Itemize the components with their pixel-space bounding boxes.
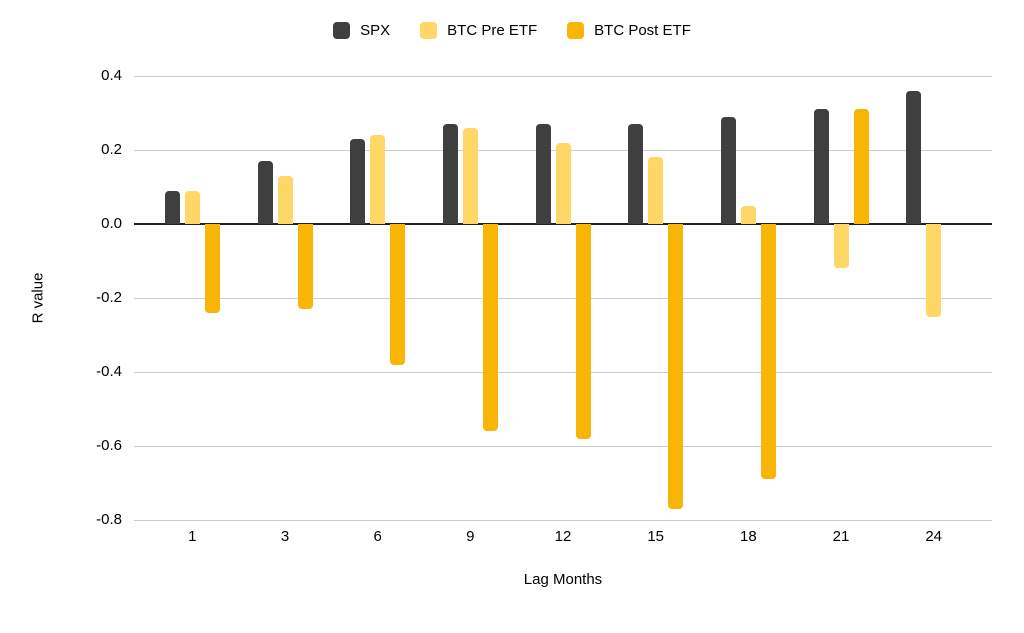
plot-area [134,76,992,521]
x-tick-label: 1 [188,528,197,545]
chart-legend: SPX BTC Pre ETF BTC Post ETF [0,22,1024,39]
y-tick-label: 0.2 [101,141,122,158]
bar-spx-lag-9 [442,124,458,224]
x-axis-title: Lag Months [523,571,603,588]
gridline [134,520,992,521]
bar-spx-lag-24 [906,90,922,224]
bar-spx-lag-21 [813,109,829,224]
bar-btc-post-etf-lag-9 [482,224,498,432]
bar-btc-post-etf-lag-21 [853,109,869,224]
bar-spx-lag-3 [257,161,273,224]
gridline [134,372,992,373]
bar-btc-pre-etf-lag-9 [462,127,478,224]
bar-spx-lag-6 [350,138,366,224]
y-tick-label: 0.4 [101,67,122,84]
bar-spx-lag-15 [628,124,644,224]
x-tick-label: 15 [647,528,664,545]
bar-btc-post-etf-lag-1 [204,224,220,313]
legend-item-btc-pre-etf: BTC Pre ETF [420,22,537,39]
gridline [134,298,992,299]
x-tick-label: 9 [466,528,475,545]
gridline [134,76,992,77]
bar-spx-lag-12 [535,124,551,224]
bar-btc-post-etf-lag-12 [575,224,591,439]
bar-btc-post-etf-lag-15 [668,224,684,509]
x-tick-label: 21 [832,528,850,545]
legend-item-btc-post-etf: BTC Post ETF [567,22,691,39]
bar-spx-lag-18 [720,116,736,224]
bar-spx-lag-1 [164,190,180,224]
legend-swatch-icon [420,22,438,39]
bar-btc-post-etf-lag-18 [760,224,776,480]
bar-btc-pre-etf-lag-3 [277,175,293,224]
zero-axis-line [134,223,992,225]
y-tick-label: -0.6 [96,437,122,454]
y-tick-label: -0.4 [96,363,122,380]
x-tick-label: 24 [925,528,942,545]
legend-label: BTC Pre ETF [447,22,538,39]
legend-swatch-icon [567,22,585,39]
legend-label: SPX [360,22,391,39]
x-tick-label: 6 [373,528,382,545]
gridline [134,446,992,447]
legend-label: BTC Post ETF [594,22,691,39]
y-axis-title: R value [29,272,47,324]
bar-btc-pre-etf-lag-24 [926,224,942,317]
bar-btc-post-etf-lag-3 [297,224,313,310]
bar-btc-pre-etf-lag-15 [648,157,664,224]
bar-btc-pre-etf-lag-6 [370,135,386,224]
bar-btc-pre-etf-lag-18 [740,205,756,224]
legend-item-spx: SPX [333,22,390,39]
x-tick-label: 12 [554,528,572,545]
y-tick-label: -0.8 [96,511,122,528]
bar-btc-post-etf-lag-6 [390,224,406,365]
bar-btc-pre-etf-lag-1 [184,190,200,224]
legend-swatch-icon [333,22,351,39]
x-tick-label: 3 [280,528,290,545]
bar-btc-pre-etf-lag-21 [833,224,849,269]
y-tick-label: 0.0 [101,215,122,232]
bar-btc-pre-etf-lag-12 [555,142,571,224]
y-tick-label: -0.2 [96,289,122,306]
x-tick-label: 18 [739,528,757,545]
